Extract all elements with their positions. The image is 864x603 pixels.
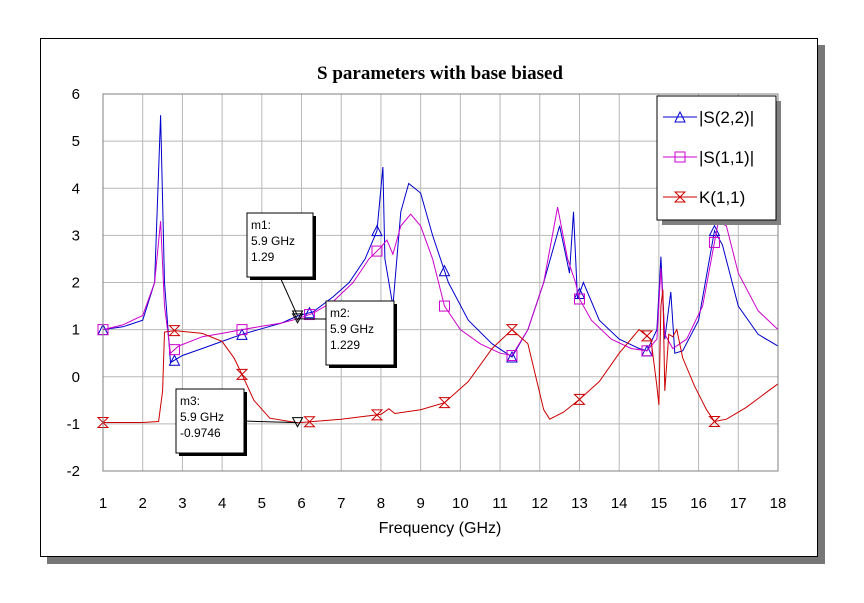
legend-entry-label: K(1,1) <box>699 188 745 207</box>
marker-label-line: m1: <box>251 218 271 232</box>
marker-m2: m2: 5.9 GHz 1.229 <box>291 300 397 368</box>
y-tick-label: 6 <box>72 86 80 103</box>
legend-entry-label: |S(2,2)| <box>699 108 754 127</box>
x-tick-labels: 1 2 3 4 5 6 7 8 9 10 11 12 13 14 15 16 17 18 <box>99 495 787 512</box>
legend-entry-label: |S(1,1)| <box>699 148 754 167</box>
y-tick-label: 1 <box>72 322 80 339</box>
marker-leader <box>279 276 299 317</box>
legend-symbol <box>673 191 687 203</box>
marker-symbol <box>291 310 304 321</box>
series-line <box>103 289 779 424</box>
x-tick-label: 17 <box>730 495 747 512</box>
x-tick-label: 16 <box>690 495 707 512</box>
series-point <box>708 236 720 248</box>
marker-symbol <box>291 313 304 324</box>
marker-box <box>175 388 245 454</box>
marker-label-line: 1.29 <box>251 250 275 264</box>
series-point <box>640 330 654 342</box>
series-point <box>168 344 180 356</box>
series-point <box>303 309 315 321</box>
series-line <box>102 115 779 364</box>
series-point <box>96 416 110 428</box>
y-tick-label: 2 <box>72 275 80 292</box>
series-point <box>371 245 383 257</box>
marker-layer: m1: 5.9 GHz 1.29 m2: 5.9 GHz 1.229 m3: 5.9 GHz -… <box>175 212 397 456</box>
x-tick-label: 5 <box>258 495 266 512</box>
x-tick-label: 13 <box>571 495 588 512</box>
series-point <box>438 300 450 312</box>
y-tick-label: 5 <box>72 133 80 150</box>
legend-symbol <box>674 110 686 123</box>
series-point <box>303 416 316 428</box>
x-tick-label: 7 <box>337 495 345 512</box>
marker-box <box>325 300 395 366</box>
marker-box <box>246 212 314 278</box>
series-point <box>370 409 384 421</box>
series-point <box>236 324 248 336</box>
series-point <box>506 350 518 362</box>
series-point <box>438 397 451 409</box>
marker-symbol <box>291 417 304 428</box>
x-tick-label: 1 <box>99 495 107 512</box>
marker-label-line: 1.229 <box>330 338 360 352</box>
marker-m3: m3: 5.9 GHz -0.9746 <box>175 388 304 456</box>
series-point <box>573 393 586 405</box>
y-tick-label: 3 <box>72 227 80 244</box>
x-tick-label: 11 <box>492 495 508 512</box>
y-tick-label: 0 <box>72 369 80 386</box>
marker-label-line: 5.9 GHz <box>251 234 295 248</box>
marker-label-line: -0.9746 <box>180 426 221 440</box>
marker-label-line: 5.9 GHz <box>330 322 374 336</box>
y-tick-label: 4 <box>72 180 80 197</box>
series-point <box>506 350 518 363</box>
series-point <box>235 368 249 380</box>
x-tick-label: 12 <box>531 495 548 512</box>
x-tick-label: 15 <box>651 495 668 512</box>
x-tick-label: 4 <box>218 495 226 512</box>
marker-leader <box>243 420 298 424</box>
legend: |S(2,2)| |S(1,1)| K(1,1) <box>656 95 781 225</box>
series-point <box>168 325 181 337</box>
series-2 <box>96 289 779 428</box>
y-tick-label: -2 <box>67 463 80 480</box>
series-point <box>505 324 519 336</box>
x-tick-label: 18 <box>770 495 787 512</box>
x-axis-label: Frequency (GHz) <box>379 520 502 537</box>
series-point <box>371 224 383 237</box>
x-tick-label: 6 <box>297 495 305 512</box>
series-point <box>303 306 316 319</box>
y-tick-labels: -2 -1 0 1 2 3 4 5 6 <box>67 86 80 480</box>
plot-border <box>102 93 779 472</box>
marker-m1: m1: 5.9 GHz 1.29 <box>246 212 316 321</box>
y-tick-label: -1 <box>67 416 80 433</box>
chart-title: S parameters with base biased <box>317 63 563 84</box>
x-tick-label: 9 <box>416 495 424 512</box>
legend-symbol <box>674 151 686 163</box>
series-point <box>573 293 585 305</box>
x-tick-label: 3 <box>178 495 186 512</box>
x-tick-label: 2 <box>139 495 147 512</box>
series-point <box>168 354 181 366</box>
marker-label-line: m2: <box>330 306 350 320</box>
marker-label-line: 5.9 GHz <box>180 410 224 424</box>
marker-label-line: m3: <box>180 394 200 408</box>
x-tick-label: 10 <box>452 495 469 512</box>
axes <box>102 93 779 472</box>
series-point <box>708 416 721 428</box>
x-tick-label: 8 <box>377 495 385 512</box>
series-point <box>438 264 451 277</box>
x-tick-label: 14 <box>611 495 628 512</box>
